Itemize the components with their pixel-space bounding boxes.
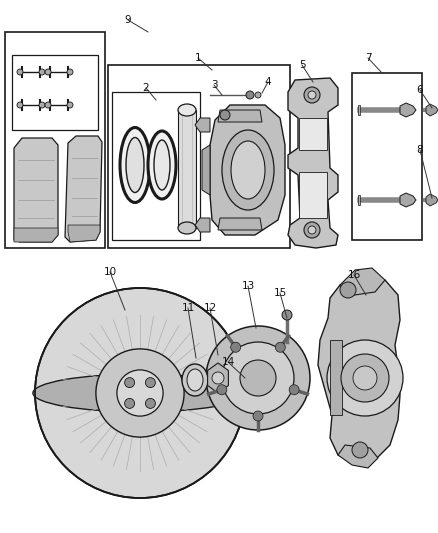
Circle shape — [304, 222, 320, 238]
Polygon shape — [340, 268, 385, 296]
Ellipse shape — [178, 104, 196, 116]
Circle shape — [289, 385, 299, 395]
Circle shape — [220, 110, 230, 120]
Circle shape — [217, 385, 227, 395]
Circle shape — [327, 340, 403, 416]
Text: 6: 6 — [417, 85, 423, 95]
Polygon shape — [68, 225, 100, 242]
Circle shape — [145, 377, 155, 387]
Polygon shape — [218, 110, 262, 122]
Polygon shape — [400, 103, 416, 117]
Text: 13: 13 — [241, 281, 254, 291]
Circle shape — [304, 87, 320, 103]
Circle shape — [352, 442, 368, 458]
Text: 10: 10 — [103, 267, 117, 277]
Circle shape — [308, 91, 316, 99]
Circle shape — [276, 342, 285, 352]
Circle shape — [246, 91, 254, 99]
Text: 8: 8 — [417, 145, 423, 155]
Circle shape — [45, 69, 51, 75]
Circle shape — [206, 326, 310, 430]
Text: 4: 4 — [265, 77, 271, 87]
Polygon shape — [195, 218, 210, 232]
Polygon shape — [400, 193, 416, 207]
Circle shape — [145, 398, 155, 408]
Circle shape — [231, 342, 240, 352]
Circle shape — [39, 69, 45, 75]
Bar — [108, 65, 290, 248]
Circle shape — [308, 226, 316, 234]
Ellipse shape — [33, 374, 247, 412]
Polygon shape — [299, 118, 327, 150]
Text: 5: 5 — [299, 60, 305, 70]
Circle shape — [124, 377, 134, 387]
Circle shape — [96, 349, 184, 437]
Circle shape — [282, 310, 292, 320]
Text: 9: 9 — [125, 15, 131, 25]
Text: 12: 12 — [203, 303, 217, 313]
Polygon shape — [299, 172, 327, 218]
Circle shape — [222, 342, 294, 414]
Ellipse shape — [187, 369, 203, 391]
Bar — [352, 73, 422, 240]
Text: 11: 11 — [181, 303, 194, 313]
Ellipse shape — [154, 140, 170, 190]
Circle shape — [340, 282, 356, 298]
Circle shape — [124, 398, 134, 408]
Text: 1: 1 — [194, 53, 201, 63]
Polygon shape — [330, 340, 342, 415]
Text: 15: 15 — [273, 288, 286, 298]
Ellipse shape — [231, 141, 265, 199]
Circle shape — [253, 411, 263, 421]
Polygon shape — [65, 136, 102, 242]
Polygon shape — [14, 138, 58, 242]
Circle shape — [255, 92, 261, 98]
Polygon shape — [208, 363, 228, 393]
Circle shape — [35, 288, 245, 498]
Polygon shape — [358, 105, 360, 115]
Polygon shape — [210, 105, 285, 235]
Polygon shape — [426, 194, 438, 206]
Text: 14: 14 — [221, 357, 235, 367]
Bar — [5, 32, 105, 248]
Text: 3: 3 — [211, 80, 217, 90]
Text: 16: 16 — [347, 270, 360, 280]
Circle shape — [341, 354, 389, 402]
Ellipse shape — [120, 127, 150, 203]
Circle shape — [353, 366, 377, 390]
Circle shape — [212, 372, 224, 384]
Ellipse shape — [222, 130, 274, 210]
Bar — [12, 55, 98, 130]
Circle shape — [17, 69, 23, 75]
Polygon shape — [195, 118, 210, 132]
Circle shape — [67, 69, 73, 75]
Ellipse shape — [126, 138, 144, 192]
Ellipse shape — [182, 364, 208, 396]
Ellipse shape — [178, 222, 196, 234]
Circle shape — [67, 102, 73, 108]
Polygon shape — [338, 445, 378, 468]
Polygon shape — [288, 78, 338, 248]
Text: 7: 7 — [365, 53, 371, 63]
Polygon shape — [218, 218, 262, 230]
Bar — [112, 92, 200, 240]
Polygon shape — [178, 110, 196, 228]
Polygon shape — [426, 104, 438, 116]
Text: 2: 2 — [143, 83, 149, 93]
Circle shape — [117, 370, 163, 416]
Circle shape — [45, 102, 51, 108]
Circle shape — [17, 102, 23, 108]
Polygon shape — [318, 278, 400, 462]
Ellipse shape — [148, 131, 176, 199]
Polygon shape — [358, 195, 360, 205]
Polygon shape — [202, 145, 210, 195]
Circle shape — [39, 102, 45, 108]
Circle shape — [240, 360, 276, 396]
Polygon shape — [14, 228, 58, 242]
